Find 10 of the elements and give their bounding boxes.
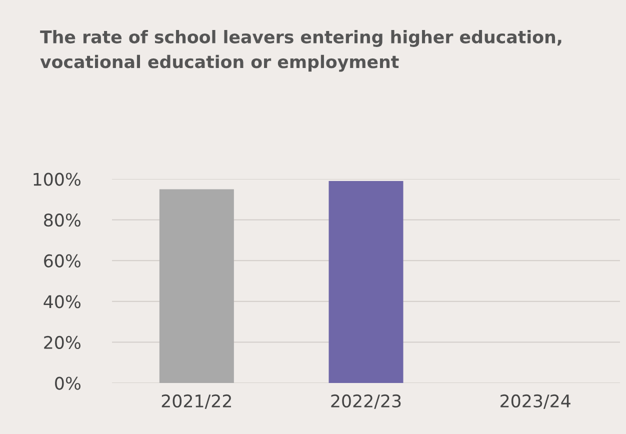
- chart-title: The rate of school leavers entering higher education, vocational education or employment: [40, 30, 562, 72]
- y-tick-label: 20%: [44, 336, 80, 350]
- y-tick-label: 100%: [34, 172, 80, 186]
- y-tick-label: 60%: [44, 254, 80, 268]
- x-tick-label: 2022/23: [331, 394, 401, 409]
- y-tick-label: 80%: [44, 214, 80, 227]
- x-tick-label: 2023/24: [500, 394, 570, 409]
- y-tick-label: 0%: [55, 376, 80, 390]
- y-tick-label: 40%: [44, 295, 80, 308]
- x-tick-label: 2021/22: [162, 394, 231, 409]
